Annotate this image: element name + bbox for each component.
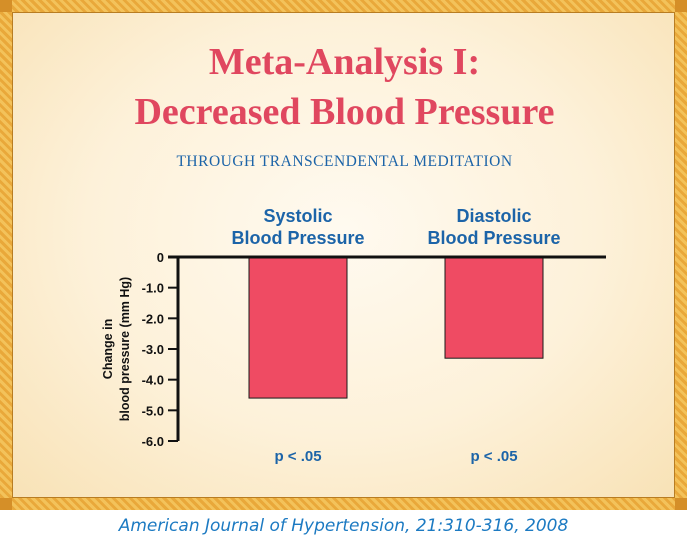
- p-value-label: p < .05: [274, 448, 321, 465]
- y-tick-label: -2.0: [142, 311, 164, 326]
- slide-subtitle: THROUGH TRANSCENDENTAL MEDITATION: [176, 153, 513, 170]
- y-tick-label: -3.0: [142, 342, 164, 357]
- decorative-frame: Meta-Analysis I: Decreased Blood Pressur…: [0, 0, 687, 510]
- corner-ornament-icon: [0, 0, 12, 12]
- corner-ornament-icon: [0, 498, 12, 510]
- y-tick-label: -4.0: [142, 373, 164, 388]
- y-tick-label: -1.0: [142, 281, 164, 296]
- slide-title-line-2: Decreased Blood Pressure: [134, 91, 555, 133]
- category-label-systolic: Systolic Blood Pressure: [231, 206, 364, 248]
- citation: American Journal of Hypertension, 21:310…: [118, 516, 569, 536]
- corner-ornament-icon: [675, 0, 687, 12]
- slide-panel: Meta-Analysis I: Decreased Blood Pressur…: [12, 12, 675, 498]
- y-tick-label: 0: [157, 250, 164, 265]
- y-tick-label: -6.0: [142, 434, 164, 449]
- y-tick-label: -5.0: [142, 403, 164, 418]
- bar-systolic: [248, 256, 348, 399]
- bar-diastolic: [444, 256, 544, 359]
- slide-title-line-1: Meta-Analysis I:: [208, 41, 481, 83]
- y-axis-title: Change in blood pressure (mm Hg): [101, 277, 132, 421]
- corner-ornament-icon: [675, 498, 687, 510]
- category-label-diastolic: Diastolic Blood Pressure: [427, 206, 560, 248]
- p-value-label: p < .05: [470, 448, 517, 465]
- bar-chart: 0 -1.0 -2.0 -3.0 -4.0 -5.0 -6.0 Change in blood …: [101, 206, 606, 465]
